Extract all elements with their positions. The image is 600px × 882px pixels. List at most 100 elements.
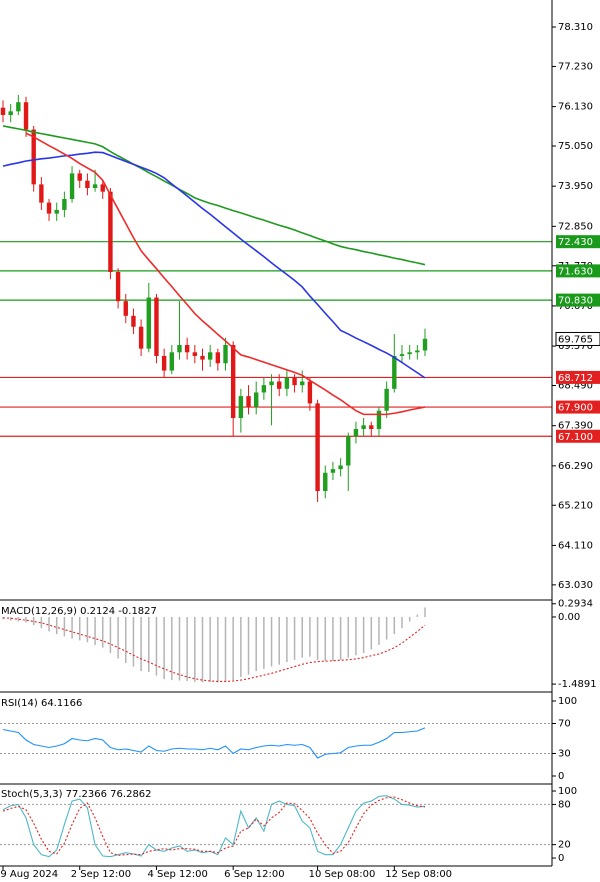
y-tick-label: 0 — [558, 853, 564, 864]
candle-body — [223, 345, 228, 364]
candle-body — [31, 129, 36, 185]
candle-body — [69, 173, 75, 199]
y-tick-label: 73.950 — [558, 181, 593, 192]
candle-body — [46, 202, 52, 214]
y-tick-label: 67.390 — [558, 421, 593, 432]
candle-body — [192, 352, 198, 356]
candle-body — [407, 352, 412, 355]
y-tick-label: 72.850 — [558, 221, 593, 232]
level-label-box — [556, 400, 600, 414]
x-tick-label: 12 Sep 08:00 — [385, 869, 452, 880]
y-tick-label: 76.130 — [558, 102, 593, 113]
candle-body — [177, 345, 182, 353]
candle-body — [323, 472, 328, 492]
candle-body — [39, 184, 44, 203]
level-label: 68.712 — [558, 373, 593, 384]
candle-body — [230, 345, 236, 419]
indicator-line — [2, 151, 426, 379]
candle-body — [277, 381, 282, 389]
candle-body — [376, 410, 382, 429]
candle-body — [207, 352, 213, 360]
x-tick-label: 6 Sep 12:00 — [224, 869, 284, 880]
y-tick-label: 64.110 — [558, 540, 593, 551]
candle-body — [269, 381, 274, 386]
candle-body — [146, 297, 151, 349]
candle-body — [92, 184, 98, 189]
y-tick-label: 78.310 — [558, 22, 593, 33]
candle-body — [16, 102, 21, 112]
indicator-line — [2, 796, 426, 856]
candle-body — [108, 191, 113, 272]
level-label-box — [556, 264, 600, 278]
y-tick-label: 63.030 — [558, 580, 593, 591]
indicator-title: MACD(12,26,9) 0.2124 -0.1827 — [1, 606, 157, 617]
y-tick-label: 70 — [558, 719, 571, 730]
candle-body — [85, 180, 90, 189]
candle-body — [62, 198, 67, 210]
level-label-box — [556, 235, 600, 249]
candle-body — [422, 338, 428, 351]
x-tick-label: 4 Sep 12:00 — [147, 869, 207, 880]
candle-body — [77, 173, 82, 181]
candle-body — [384, 388, 389, 411]
candle-body — [361, 425, 366, 429]
last-price-label: 69.765 — [558, 334, 593, 345]
y-tick-label: 69.570 — [558, 341, 593, 352]
indicator-line — [25, 132, 426, 416]
y-tick-label: 20 — [558, 840, 571, 851]
indicator-line — [2, 125, 426, 266]
x-tick-label: 29 Aug 2024 — [0, 869, 58, 880]
y-tick-label: 100 — [558, 696, 577, 707]
x-tick-label: 10 Sep 08:00 — [309, 869, 376, 880]
candle-body — [100, 184, 105, 192]
level-label-box — [556, 293, 600, 307]
indicator-line — [2, 727, 426, 759]
level-label-box — [556, 370, 600, 384]
candle-body — [161, 355, 167, 371]
indicator-title: Stoch(5,3,3) 77.2366 76.2862 — [1, 789, 152, 800]
candle-body — [307, 381, 313, 404]
candle-body — [131, 315, 136, 327]
candle-body — [123, 301, 128, 316]
candle-body — [399, 354, 405, 356]
candle-body — [238, 396, 244, 419]
level-label: 71.630 — [558, 266, 593, 277]
last-price-box — [555, 331, 600, 346]
y-tick-label: 80 — [558, 799, 571, 810]
candle-body — [300, 381, 305, 386]
candle-body — [154, 297, 159, 356]
indicator-line — [2, 795, 426, 858]
candle-body — [415, 350, 420, 353]
y-tick-label: 66.290 — [558, 461, 593, 472]
candle-body — [215, 352, 221, 364]
y-tick-label: 77.230 — [558, 61, 593, 72]
candle-body — [369, 425, 374, 429]
candle-body — [0, 107, 6, 115]
candle-body — [138, 326, 144, 349]
candle-body — [392, 355, 397, 389]
y-tick-label: 0.2934 — [558, 599, 593, 610]
level-label: 67.100 — [558, 432, 593, 443]
candle-body — [8, 111, 13, 115]
indicator-line — [2, 617, 426, 682]
candle-body — [338, 465, 343, 470]
candle-body — [23, 102, 29, 130]
y-tick-label: 0 — [558, 771, 564, 782]
candle-body — [346, 436, 351, 466]
candle-body — [284, 377, 290, 389]
y-tick-label: 100 — [558, 786, 577, 797]
level-label: 72.430 — [558, 237, 593, 248]
candle-body — [353, 428, 359, 437]
y-tick-label: 0.00 — [558, 612, 580, 623]
candle-body — [330, 469, 336, 473]
y-tick-label: -1.4891 — [558, 679, 597, 690]
candle-body — [246, 396, 251, 408]
level-label: 70.830 — [558, 296, 593, 307]
candle-body — [261, 385, 267, 393]
y-tick-label: 30 — [558, 749, 571, 760]
y-tick-label: 68.490 — [558, 381, 593, 392]
chart-layer: 29 Aug 2024 2 Sep 12:00 4 Sep 12:00 6 Sep 1… — [0, 22, 600, 880]
x-tick-label: 2 Sep 12:00 — [71, 869, 131, 880]
candle-body — [254, 392, 259, 408]
